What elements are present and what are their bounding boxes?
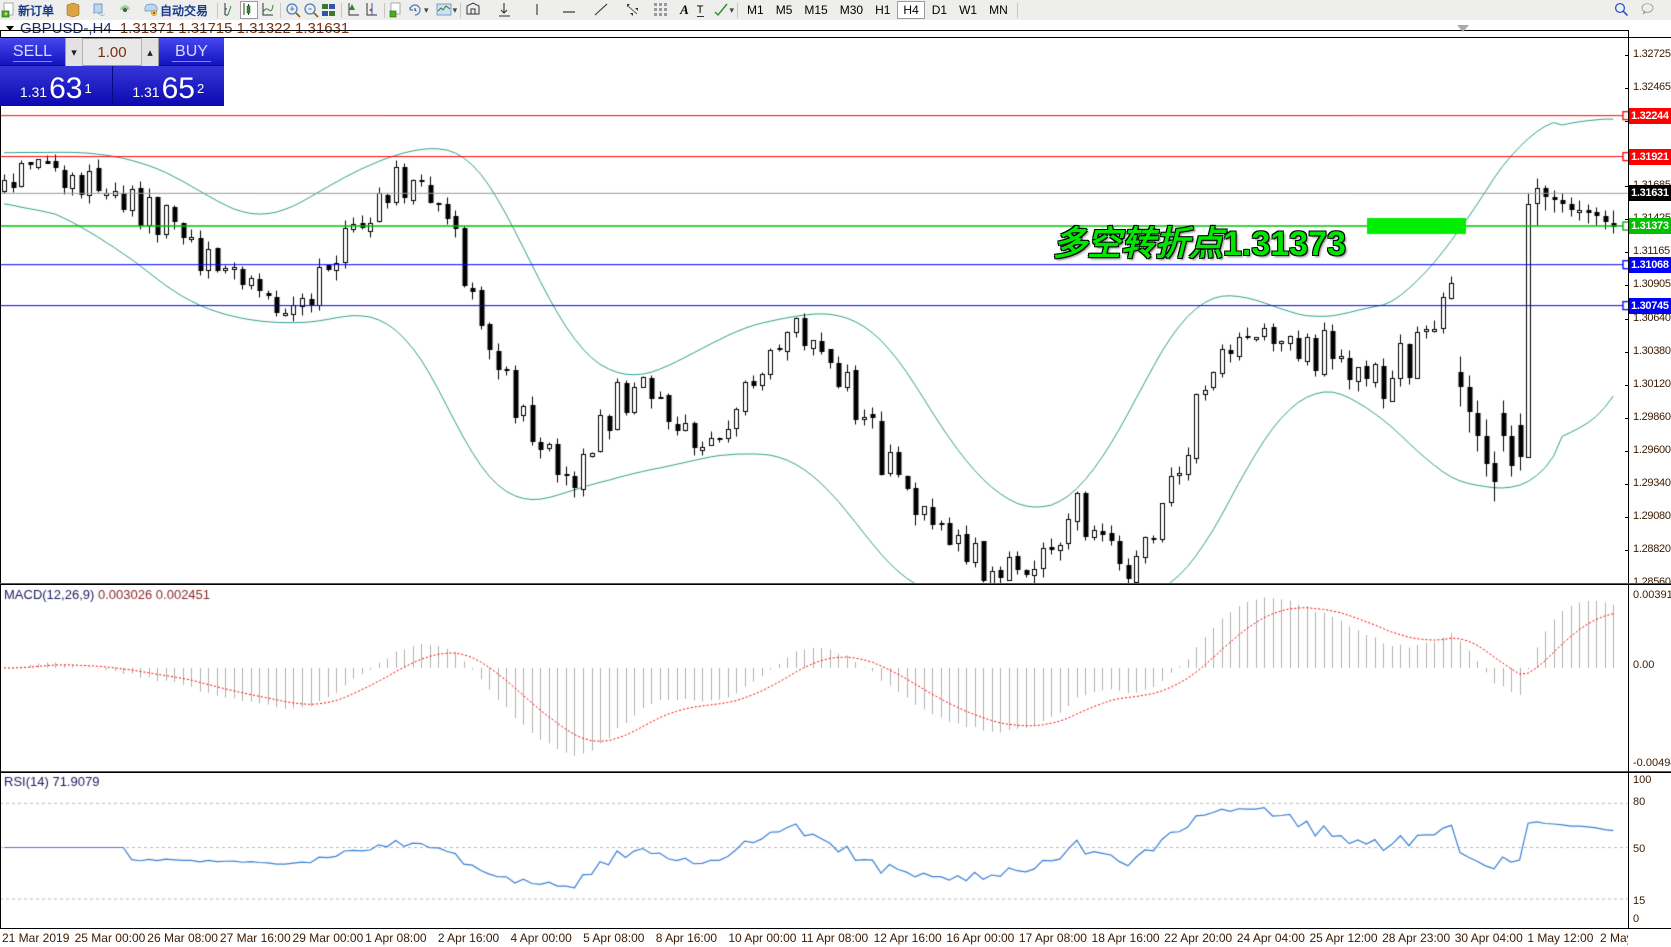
svg-text:+: +: [4, 12, 8, 18]
